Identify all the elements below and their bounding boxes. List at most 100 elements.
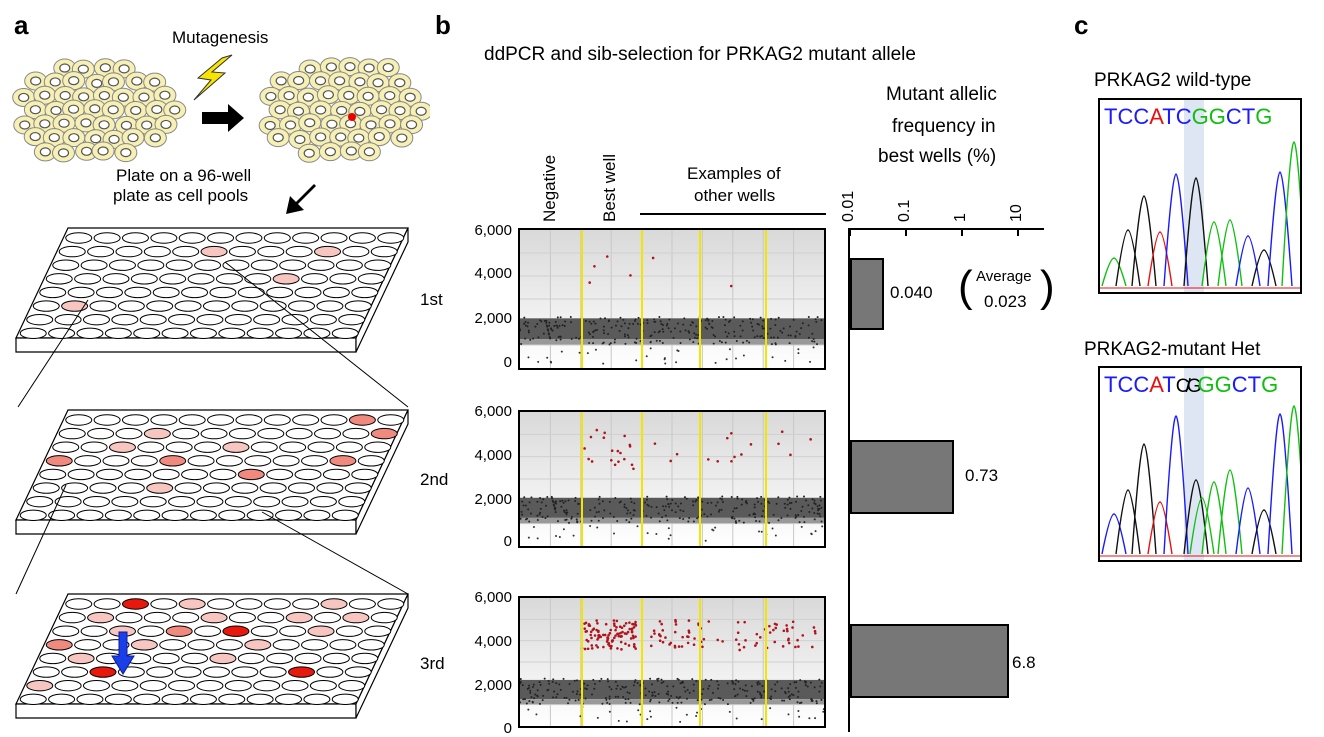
plate-well	[357, 455, 385, 467]
plate-well	[115, 245, 143, 258]
plate-well	[19, 693, 47, 705]
plate-well	[146, 300, 174, 312]
chromatogram-wild-type: TCCATCGGCTG	[1098, 98, 1302, 294]
plate-well	[65, 232, 93, 244]
base-letter: T	[1162, 104, 1176, 129]
plate-well	[285, 427, 313, 440]
plate-well	[67, 652, 95, 665]
plate-well	[89, 666, 117, 678]
plate-well	[244, 455, 272, 467]
plate-well	[159, 455, 187, 467]
plate-well	[288, 300, 316, 312]
plate-well	[80, 625, 108, 637]
plate-well	[272, 455, 300, 467]
plate-well	[275, 509, 303, 521]
plate-well	[172, 611, 200, 624]
plate-well	[76, 693, 104, 705]
plate-well	[263, 232, 291, 244]
plate-well	[61, 300, 89, 312]
plate-well	[202, 482, 230, 494]
plate-well	[209, 286, 237, 299]
plate-well	[309, 679, 337, 692]
plate-well	[259, 482, 287, 494]
mutated-cell-marker	[348, 113, 356, 121]
panel-letter-b: b	[435, 10, 451, 40]
cell-cluster-left	[12, 58, 187, 163]
plate-well	[133, 327, 161, 339]
plate-well	[121, 232, 149, 244]
plate-well	[117, 300, 145, 312]
plate-well	[45, 639, 73, 651]
round-2nd: 2nd	[420, 470, 449, 489]
plate-well	[32, 300, 60, 312]
plate-well	[218, 509, 246, 521]
plate-well	[331, 509, 359, 521]
plate-well	[348, 232, 376, 244]
plate-well	[250, 259, 278, 271]
plate-well	[108, 259, 136, 271]
bar-tick-label: 10	[1008, 204, 1025, 222]
plate-well	[45, 273, 73, 285]
base-letter: C	[1117, 104, 1134, 129]
base-letter: C	[1133, 104, 1150, 129]
plate-well	[322, 652, 350, 665]
plate-well	[168, 679, 196, 692]
plate-well	[165, 625, 193, 637]
plate-well	[159, 273, 187, 285]
plate-well	[152, 652, 180, 665]
plate-well	[80, 259, 108, 271]
plate-well	[285, 245, 313, 258]
panel-a-diagram	[12, 54, 430, 719]
ddpcr-plot-3rd	[518, 596, 826, 728]
panel-letter-c: c	[1074, 10, 1089, 40]
plate-well	[139, 313, 167, 326]
col-best-well: Best well	[600, 153, 619, 222]
plate-well	[364, 441, 392, 453]
base-letter: C	[1117, 372, 1134, 397]
plate-well	[200, 427, 228, 440]
base-letter: T	[1104, 372, 1118, 397]
plate-well	[231, 482, 259, 494]
plate-well	[281, 313, 309, 326]
panel-letter-a: a	[14, 10, 29, 40]
plate-well	[259, 300, 287, 312]
plate-well	[45, 455, 73, 467]
plate-well	[320, 414, 348, 426]
plate-well	[87, 427, 115, 440]
plate-well	[288, 482, 316, 494]
plate-well	[161, 693, 189, 705]
plate-well	[351, 652, 379, 665]
plate-well	[137, 441, 165, 453]
plate-well	[76, 327, 104, 339]
plate-well	[102, 273, 130, 285]
plate-well	[309, 313, 337, 326]
cell	[266, 128, 290, 148]
plate-well	[314, 245, 342, 258]
plate-well	[54, 679, 82, 692]
plate-well	[322, 468, 350, 481]
plate-well	[87, 611, 115, 624]
plate-well	[130, 455, 158, 467]
plate-well	[377, 598, 405, 610]
base-letter: T	[1162, 372, 1176, 397]
ytick-4000-b: 4,000	[474, 447, 512, 464]
paren-close: )	[1040, 262, 1055, 311]
plate-well	[202, 300, 230, 312]
plate-well	[165, 259, 193, 271]
plate-well	[194, 625, 222, 637]
average-value: 0.023	[984, 292, 1027, 311]
bar-chart-axis	[848, 228, 1044, 230]
plate-well	[307, 441, 335, 453]
plate-well	[377, 232, 405, 244]
well-plate	[15, 227, 409, 353]
plate-well	[67, 468, 95, 481]
plate-well	[279, 441, 307, 453]
plate-well	[314, 611, 342, 624]
plate-well	[335, 625, 363, 637]
plate-well	[159, 639, 187, 651]
plate-well	[338, 679, 366, 692]
plate-well	[82, 313, 110, 326]
lightning-icon	[193, 54, 233, 101]
plate-well	[351, 468, 379, 481]
base-letter: C	[1231, 372, 1248, 397]
